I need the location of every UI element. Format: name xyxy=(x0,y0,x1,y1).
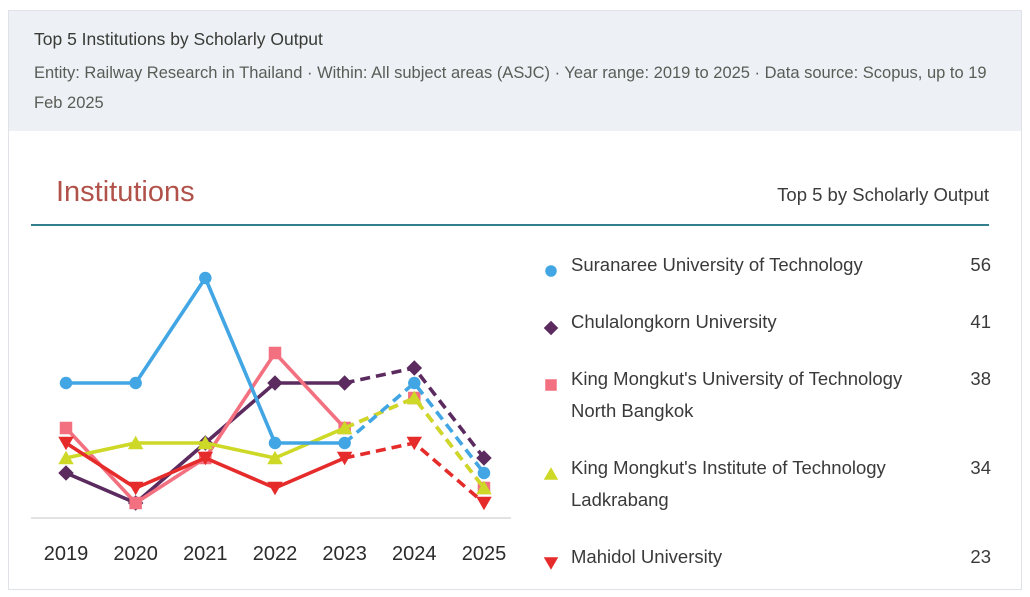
square-marker-icon xyxy=(543,371,559,391)
triangle-down-marker-icon[interactable] xyxy=(336,451,353,466)
triangle-up-marker-icon[interactable] xyxy=(197,435,214,450)
card-header: Institutions Top 5 by Scholarly Output xyxy=(9,131,1021,224)
diamond-marker-icon[interactable] xyxy=(336,375,353,391)
circle-marker-icon[interactable] xyxy=(129,376,142,390)
circle-marker-icon[interactable] xyxy=(545,265,557,277)
legend-label: King Mongkut's Institute of Technology L… xyxy=(571,457,886,510)
diamond-marker-icon xyxy=(543,314,559,336)
circle-marker-icon[interactable] xyxy=(408,376,421,390)
circle-marker-icon[interactable] xyxy=(199,271,212,285)
triangle-up-marker-icon[interactable] xyxy=(267,450,283,465)
report-criteria: Entity: Railway Research in Thailand · W… xyxy=(34,64,987,112)
triangle-up-marker-icon[interactable] xyxy=(476,480,492,495)
triangle-up-marker-icon[interactable] xyxy=(336,420,353,435)
series-line-dashed xyxy=(344,441,486,505)
section-title: Institutions xyxy=(56,176,195,208)
square-marker-icon[interactable] xyxy=(545,379,557,391)
chart-legend: Suranaree University of Technology 56 Ch… xyxy=(543,249,1021,589)
trend-chart[interactable]: 2019 2020 2021 2022 2023 2024 2025 xyxy=(9,238,529,584)
legend-value: 41 xyxy=(970,311,991,332)
triangle-down-marker-icon[interactable] xyxy=(127,481,144,496)
square-marker-icon[interactable] xyxy=(268,346,282,360)
triangle-up-marker-icon[interactable] xyxy=(127,435,144,450)
x-axis-label: 2020 xyxy=(113,543,158,565)
circle-marker-icon[interactable] xyxy=(268,436,282,450)
triangle-up-marker-icon[interactable] xyxy=(58,450,74,465)
diamond-marker-icon[interactable] xyxy=(543,320,559,336)
diamond-marker-icon[interactable] xyxy=(476,450,492,466)
x-axis-label: 2025 xyxy=(462,543,507,565)
triangle-down-marker-icon[interactable] xyxy=(406,436,423,451)
series-line-solid xyxy=(66,276,345,445)
diamond-marker-icon[interactable] xyxy=(267,375,283,391)
legend-value: 56 xyxy=(970,254,991,275)
triangle-up-marker-icon[interactable] xyxy=(543,467,559,480)
section-divider xyxy=(31,224,989,226)
legend-value: 38 xyxy=(970,368,991,389)
card-body: 2019 2020 2021 2022 2023 2024 2025 Suranaree U… xyxy=(9,226,1021,589)
legend-item[interactable]: Chulalongkorn University 41 xyxy=(543,306,991,338)
circle-marker-icon[interactable] xyxy=(338,436,351,450)
triangle-down-marker-icon[interactable] xyxy=(267,481,283,496)
triangle-down-marker-icon[interactable] xyxy=(543,557,559,570)
square-marker-icon[interactable] xyxy=(59,421,73,435)
series-line-dashed xyxy=(343,381,486,475)
triangle-up-marker-icon[interactable] xyxy=(406,390,423,405)
chart-area: 2019 2020 2021 2022 2023 2024 2025 xyxy=(9,238,529,589)
square-marker-icon[interactable] xyxy=(129,496,142,510)
x-axis-label: 2023 xyxy=(322,543,367,565)
legend-value: 23 xyxy=(970,546,991,567)
report-title: Top 5 Institutions by Scholarly Output xyxy=(34,29,323,49)
legend-label: Mahidol University xyxy=(571,546,723,567)
series-line-dashed xyxy=(343,396,486,490)
x-axis-label: 2019 xyxy=(44,543,89,565)
x-axis-label: 2024 xyxy=(392,543,437,565)
triangle-down-marker-icon[interactable] xyxy=(58,436,74,451)
legend-value: 34 xyxy=(970,457,991,478)
legend-item[interactable]: Suranaree University of Technology 56 xyxy=(543,249,991,281)
legend-item[interactable]: King Mongkut's Institute of Technology L… xyxy=(543,452,991,516)
circle-marker-icon[interactable] xyxy=(59,376,73,390)
section-subtitle: Top 5 by Scholarly Output xyxy=(777,184,989,205)
legend-label: Chulalongkorn University xyxy=(571,311,777,332)
legend-label: King Mongkut's University of Technology … xyxy=(571,368,903,421)
diamond-marker-icon[interactable] xyxy=(58,465,74,481)
series-line-solid xyxy=(64,351,346,505)
circle-marker-icon xyxy=(543,257,559,277)
diamond-marker-icon[interactable] xyxy=(406,360,423,376)
circle-marker-icon[interactable] xyxy=(477,466,491,480)
triangle-up-marker-icon xyxy=(543,460,559,480)
triangle-down-marker-icon[interactable] xyxy=(476,496,492,511)
triangle-down-marker-icon[interactable] xyxy=(197,451,214,466)
legend-label: Suranaree University of Technology xyxy=(571,254,863,275)
report-widget: Top 5 Institutions by Scholarly Output E… xyxy=(8,10,1022,590)
x-axis-label: 2022 xyxy=(253,543,298,565)
x-axis-label: 2021 xyxy=(183,543,228,565)
report-header: Top 5 Institutions by Scholarly Output E… xyxy=(9,11,1021,131)
triangle-down-marker-icon xyxy=(543,549,559,570)
legend-item[interactable]: Mahidol University 23 xyxy=(543,541,991,573)
legend-item[interactable]: King Mongkut's University of Technology … xyxy=(543,363,991,427)
